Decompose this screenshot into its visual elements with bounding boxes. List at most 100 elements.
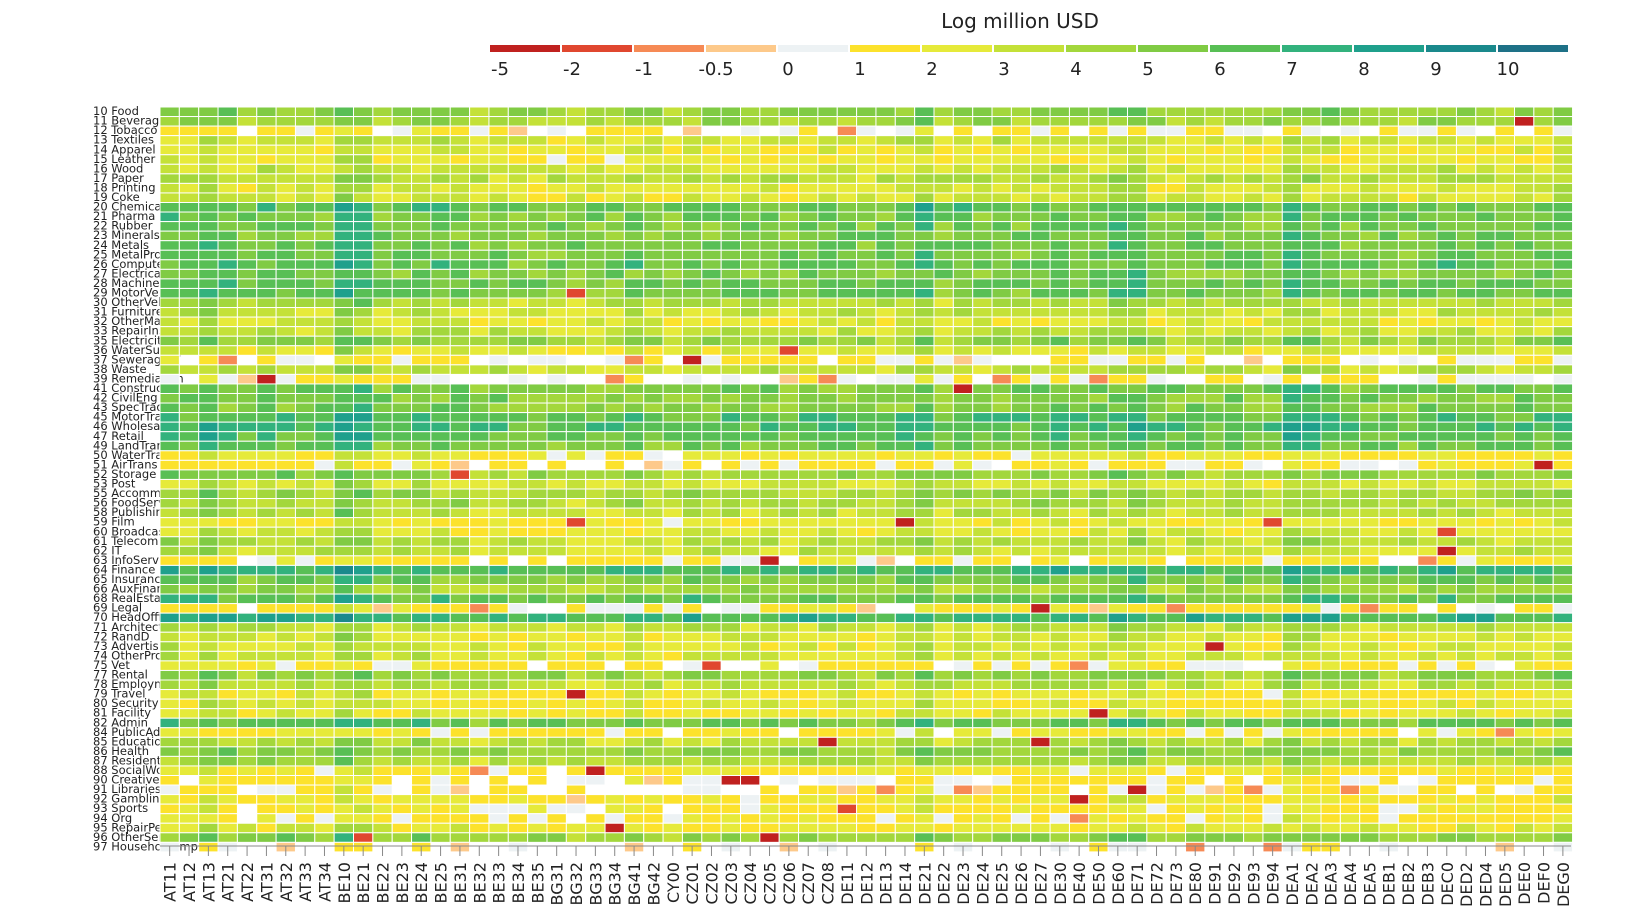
heatmap-cell <box>681 116 703 127</box>
heatmap-cell <box>1494 584 1516 595</box>
heatmap-cell <box>1397 584 1419 595</box>
heatmap-cell <box>740 622 761 633</box>
heatmap-cell <box>527 192 548 203</box>
heatmap-cell <box>875 192 896 203</box>
heatmap-cell <box>411 345 432 356</box>
heatmap-cell <box>1049 736 1070 748</box>
heatmap-cell <box>817 631 838 643</box>
heatmap-cell <box>894 545 916 557</box>
heatmap-cell <box>236 698 258 710</box>
heatmap-cell <box>333 488 354 500</box>
heatmap-cell <box>1127 421 1148 433</box>
heatmap-cell <box>411 612 432 624</box>
heatmap-cell <box>914 431 935 442</box>
heatmap-cell <box>643 221 664 232</box>
heatmap-cell <box>411 593 432 605</box>
heatmap-cell <box>430 182 451 194</box>
heatmap-cell <box>817 383 838 395</box>
heatmap-cell <box>1475 517 1496 528</box>
heatmap-cell <box>952 727 974 738</box>
heatmap-cell <box>353 173 374 184</box>
heatmap-cell <box>294 717 316 729</box>
heatmap-cell <box>159 526 180 538</box>
heatmap-cell <box>449 574 471 586</box>
heatmap-cell <box>178 307 200 318</box>
heatmap-cell <box>856 106 877 118</box>
heatmap-cell <box>1417 135 1438 146</box>
heatmap-cell <box>1301 268 1322 280</box>
heatmap-cell <box>681 364 703 375</box>
heatmap-cell <box>411 641 432 652</box>
heatmap-cell <box>817 488 838 500</box>
heatmap-cell <box>159 144 180 156</box>
heatmap-cell <box>681 555 703 566</box>
heatmap-cell <box>1514 517 1535 528</box>
heatmap-cell <box>856 679 877 691</box>
heatmap-cell <box>1262 326 1283 337</box>
heatmap-cell <box>1494 364 1516 375</box>
heatmap-cell <box>623 182 645 194</box>
heatmap-cell <box>1514 631 1535 643</box>
heatmap-cell <box>1475 393 1496 404</box>
heatmap-cell <box>333 287 354 299</box>
heatmap-cell <box>972 698 993 710</box>
heatmap-cell <box>817 564 838 576</box>
heatmap-cell <box>604 622 625 633</box>
heatmap-cell <box>1339 746 1361 757</box>
heatmap-cell <box>527 526 548 538</box>
heatmap-cell <box>1185 278 1206 289</box>
heatmap-cell <box>604 116 625 127</box>
heatmap-cell <box>469 498 490 509</box>
heatmap-cell <box>1436 689 1457 700</box>
heatmap-cell <box>1204 163 1225 175</box>
heatmap-cell <box>217 240 238 251</box>
heatmap-cell <box>449 297 471 309</box>
heatmap-cell <box>469 450 490 461</box>
heatmap-cell <box>1281 373 1303 385</box>
heatmap-cell <box>933 650 954 662</box>
legend-bin <box>634 45 704 52</box>
heatmap-cell <box>798 307 819 318</box>
heatmap-cell <box>759 631 780 643</box>
heatmap-cell <box>856 393 877 404</box>
heatmap-cell <box>662 612 683 624</box>
heatmap-cell <box>1436 574 1457 586</box>
heatmap-cell <box>972 326 993 337</box>
heatmap-cell <box>294 345 316 356</box>
heatmap-cell <box>1262 689 1283 700</box>
heatmap-cell <box>198 249 219 261</box>
heatmap-cell <box>488 660 509 671</box>
heatmap-cell <box>256 230 277 242</box>
heatmap-cell <box>488 106 509 118</box>
heatmap-cell <box>565 297 587 309</box>
heatmap-cell <box>623 240 645 251</box>
heatmap-cell <box>411 163 432 175</box>
heatmap-cell <box>585 393 606 404</box>
heatmap-cell <box>1127 727 1148 738</box>
heatmap-cell <box>411 326 432 337</box>
heatmap-cell <box>1320 364 1341 375</box>
heatmap-cell <box>1378 364 1399 375</box>
heatmap-cell <box>1378 593 1399 605</box>
heatmap-cell <box>817 727 838 738</box>
heatmap-cell <box>1243 584 1264 595</box>
heatmap-cell <box>759 259 780 270</box>
heatmap-cell <box>236 717 258 729</box>
heatmap-cell <box>604 612 625 624</box>
heatmap-cell <box>1475 364 1496 375</box>
heatmap-cell <box>294 335 316 347</box>
heatmap-cell <box>952 221 974 232</box>
row-label: 26 Computers <box>93 257 174 271</box>
heatmap-cell <box>198 221 219 232</box>
heatmap-cell <box>198 373 219 385</box>
heatmap-cell <box>817 574 838 586</box>
heatmap-cell <box>1301 526 1322 538</box>
heatmap-cell <box>1030 116 1051 127</box>
heatmap-cell <box>1533 431 1554 442</box>
heatmap-cell <box>991 469 1012 480</box>
heatmap-cell <box>178 498 200 509</box>
heatmap-cell <box>1165 173 1187 184</box>
heatmap-cell <box>817 268 838 280</box>
heatmap-cell <box>488 450 509 461</box>
heatmap-cell <box>449 182 471 194</box>
